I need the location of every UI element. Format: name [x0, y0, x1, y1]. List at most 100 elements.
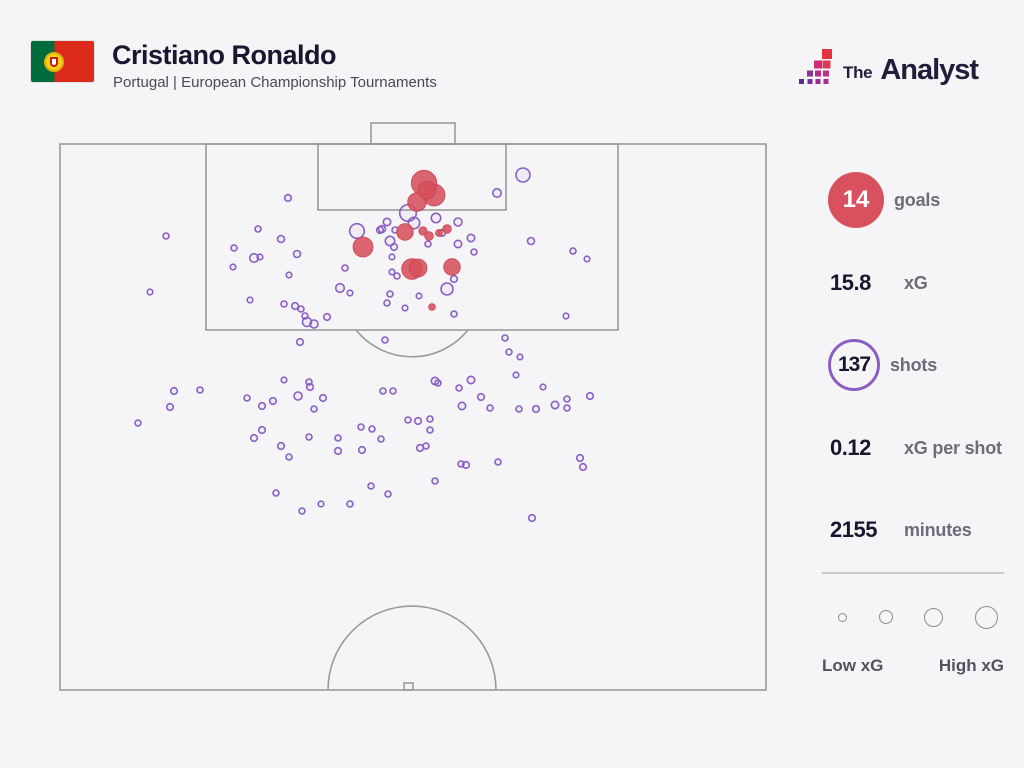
shot-marker [486, 404, 494, 412]
xg-legend-labels: Low xG High xG [822, 656, 1004, 676]
goal-marker [428, 303, 436, 311]
stat-xg-per-shot: 0.12 xG per shot [822, 435, 1002, 461]
shot-marker [512, 371, 520, 379]
shot-marker [229, 263, 237, 271]
shot-marker [333, 446, 343, 456]
shot-marker [550, 400, 560, 410]
shot-marker [494, 458, 502, 466]
shot-marker [348, 222, 366, 240]
shot-marker [449, 274, 459, 284]
goals-label: goals [894, 189, 941, 210]
shot-marker [318, 393, 328, 403]
brand-word-the: The [843, 63, 873, 82]
shot-marker [413, 416, 423, 426]
shot-marker [341, 264, 349, 272]
shot-marker [583, 255, 591, 263]
shot-marker [389, 387, 397, 395]
legend-size-circle [878, 610, 893, 624]
shots-badge: 137 [828, 339, 880, 391]
shot-marker [404, 416, 412, 424]
shot-marker [377, 435, 385, 443]
shot-marker [401, 304, 409, 312]
shot-marker [293, 391, 303, 401]
brand-word-name: Analyst [880, 54, 979, 86]
shots-layer [134, 167, 595, 523]
shot-marker [334, 282, 346, 294]
stat-goals: 14 goals [822, 172, 940, 228]
shot-marker [334, 434, 342, 442]
shot-marker [280, 300, 288, 308]
shot-marker [426, 426, 434, 434]
shot-marker [268, 396, 278, 406]
shot-marker [230, 244, 238, 252]
shot-marker [430, 212, 442, 224]
shot-marker [527, 513, 537, 523]
shot-marker [384, 490, 392, 498]
stat-xg: 15.8 xG [822, 270, 928, 296]
shot-marker [295, 337, 305, 347]
shot-marker [575, 453, 585, 463]
shot-marker [491, 188, 502, 199]
goal-marker [352, 236, 374, 258]
shot-marker [305, 382, 315, 392]
shot-marker [379, 387, 387, 395]
shot-marker [388, 268, 396, 276]
shot-marker [578, 462, 588, 472]
shot-marker [196, 386, 204, 394]
penalty-arc [355, 329, 469, 358]
shot-marker [516, 353, 524, 361]
shot-marker [146, 288, 154, 296]
shot-marker [301, 312, 309, 320]
shot-marker [415, 292, 423, 300]
shot-marker [455, 384, 463, 392]
shot-marker [283, 193, 293, 203]
shot-marker [426, 415, 434, 423]
shot-marker [453, 239, 463, 249]
shot-marker [453, 217, 463, 227]
shot-marker [388, 253, 396, 261]
page-subtitle: Portugal | European Championship Tournam… [113, 74, 437, 91]
shot-marker [249, 433, 259, 443]
center-circle [327, 605, 497, 691]
legend-size-circle [924, 607, 944, 627]
stat-minutes: 2155 minutes [822, 517, 972, 543]
shot-marker [290, 301, 300, 311]
shot-marker [276, 234, 286, 244]
shot-marker [305, 433, 313, 441]
shot-marker [310, 405, 318, 413]
goal-marker [443, 258, 461, 276]
shot-marker [357, 423, 365, 431]
shot-marker [272, 489, 280, 497]
goal-marker [435, 229, 443, 237]
shot-marker [515, 405, 523, 413]
shot-marker [257, 401, 267, 411]
legend-size-circle [974, 605, 998, 629]
shot-marker [243, 394, 251, 402]
shot-marker [134, 419, 142, 427]
shot-marker [357, 445, 367, 455]
page-title: Cristiano Ronaldo [112, 40, 337, 70]
shot-marker [169, 386, 179, 396]
shot-marker [563, 404, 571, 412]
shot-marker [457, 401, 467, 411]
the-analyst-logo: The Analyst [797, 47, 979, 87]
minutes-value: 2155 [830, 517, 877, 542]
shot-marker [431, 477, 439, 485]
shot-marker [424, 240, 432, 248]
center-mark [403, 682, 414, 691]
shot-marker [515, 167, 531, 183]
shot-marker [466, 233, 476, 243]
shot-marker [246, 296, 254, 304]
shot-marker [461, 460, 471, 470]
legend-divider [822, 572, 1004, 574]
pitch-lines [59, 122, 767, 691]
goals-badge: 14 [828, 172, 884, 228]
goal-frame [370, 122, 456, 145]
shot-marker [162, 232, 170, 240]
shot-marker [382, 217, 392, 227]
shot-marker [368, 425, 376, 433]
shot-marker [257, 425, 267, 435]
portugal-flag-shield [50, 56, 59, 67]
legend-low-label: Low xG [822, 656, 884, 675]
